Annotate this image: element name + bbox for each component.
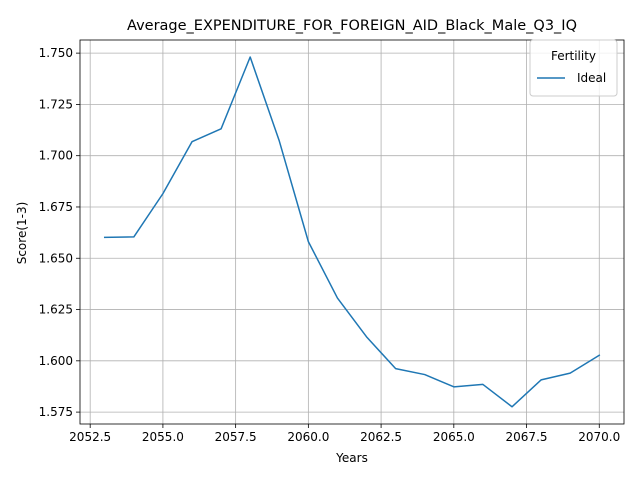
y-tick-label: 1.675	[39, 200, 73, 214]
x-tick-label: 2060.0	[287, 430, 329, 444]
y-tick-label: 1.575	[39, 405, 73, 419]
x-tick-label: 2055.0	[142, 430, 184, 444]
series-layer	[103, 56, 601, 408]
x-tick-label: 2052.5	[69, 430, 111, 444]
x-tick-label: 2065.0	[433, 430, 475, 444]
plot-frame	[79, 39, 625, 425]
x-tick-label: 2070.0	[578, 430, 620, 444]
grid	[80, 40, 624, 424]
legend: Fertility Ideal	[529, 39, 618, 97]
x-tick-label: 2062.5	[360, 430, 402, 444]
y-tick-label: 1.650	[39, 251, 73, 265]
y-tick-label: 1.600	[39, 354, 73, 368]
x-tick-label: 2067.5	[506, 430, 548, 444]
legend-box	[529, 39, 618, 97]
x-axis-label: Years	[335, 451, 368, 465]
legend-entry-ideal: Ideal	[577, 71, 606, 85]
series-line-ideal	[103, 56, 601, 408]
legend-title: Fertility	[551, 49, 596, 63]
chart-title: Average_EXPENDITURE_FOR_FOREIGN_AID_Blac…	[127, 18, 577, 34]
y-axis-ticks: 1.575 1.600 1.625 1.650 1.675 1.700 1.725 1.750	[39, 46, 80, 419]
x-axis-ticks: 2052.5 2055.0 2057.5 2060.0 2062.5 2065.0 2067…	[69, 424, 620, 444]
x-tick-label: 2057.5	[215, 430, 257, 444]
y-tick-label: 1.750	[39, 46, 73, 60]
y-tick-label: 1.700	[39, 149, 73, 163]
y-tick-label: 1.725	[39, 97, 73, 111]
y-axis-label: Score(1-3)	[15, 202, 29, 265]
y-tick-label: 1.625	[39, 303, 73, 317]
